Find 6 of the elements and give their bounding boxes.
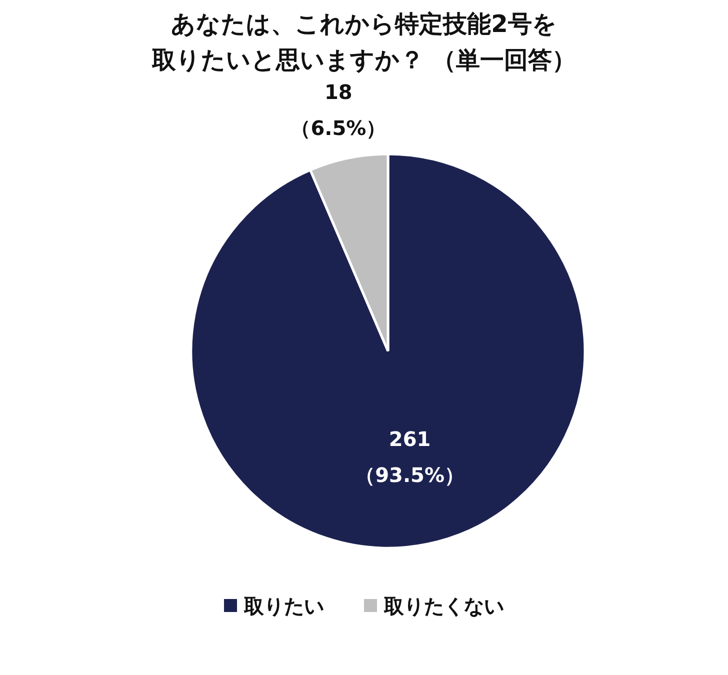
legend-label: 取りたい [243, 594, 324, 618]
chart-title: あなたは、これから特定技能2号を取りたいと思いますか？ （単一回答） [150, 10, 576, 74]
pie-slice [190, 152, 586, 549]
legend-label: 取りたくない [383, 594, 504, 618]
data-label: 261 （93.5%） [355, 427, 465, 488]
data-label: 18 （6.5%） [290, 80, 386, 140]
